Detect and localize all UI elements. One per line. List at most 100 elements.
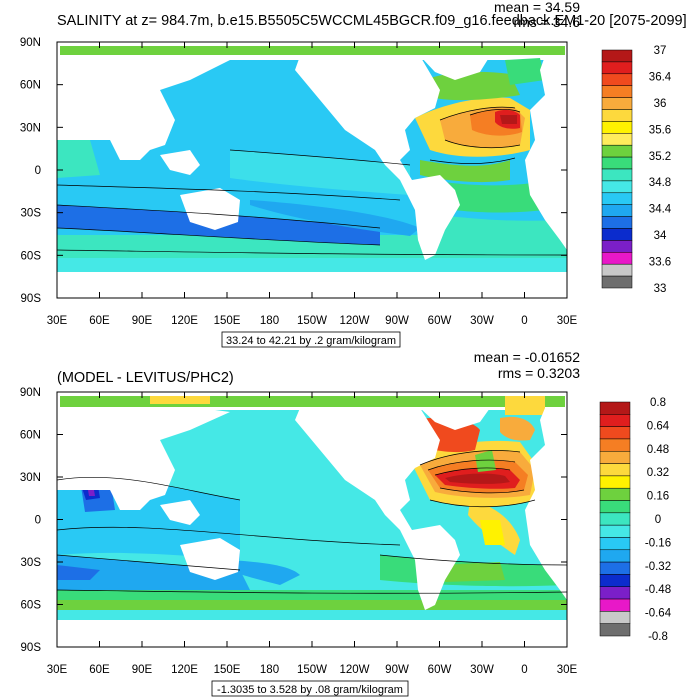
x-tick-label: 180 bbox=[260, 664, 279, 676]
x-tick-label: 30W bbox=[470, 664, 494, 676]
y-tick-label: 30S bbox=[21, 208, 42, 220]
x-tick-label: 90E bbox=[132, 664, 153, 676]
y-tick-label: 90S bbox=[21, 293, 42, 305]
colorbar-swatch bbox=[601, 275, 633, 289]
panel-2-y-axis: 90N 60N 30N 0 30S 60S 90S bbox=[20, 387, 567, 654]
x-tick-label: 90W bbox=[385, 315, 409, 327]
panel-1-x-axis: 30E 60E 90E 120E 150E 180 150W 120W 90W 60W 30W 0 30… bbox=[47, 42, 578, 327]
colorbar-swatch bbox=[601, 156, 633, 170]
colorbar-label: 33 bbox=[654, 283, 667, 295]
colorbar-label: 34 bbox=[654, 230, 667, 242]
colorbar-label: 37 bbox=[654, 45, 667, 57]
y-tick-label: 0 bbox=[35, 515, 41, 527]
colorbar-label: 35.6 bbox=[649, 124, 671, 136]
panel-1: SALINITY at z= 984.7m, b.e15.B5505C5WCCM… bbox=[20, 0, 687, 348]
colorbar-swatch bbox=[599, 500, 631, 514]
panel-1-rms: rms = 34.6 bbox=[513, 14, 580, 30]
colorbar-swatch bbox=[601, 192, 633, 205]
y-tick-label: 0 bbox=[35, 165, 41, 177]
x-tick-label: 60E bbox=[89, 315, 110, 327]
panel-2-mean: mean = -0.01652 bbox=[474, 349, 580, 365]
x-tick-label: 120W bbox=[339, 664, 369, 676]
colorbar-swatch bbox=[601, 121, 633, 134]
panel-1-map bbox=[57, 42, 567, 298]
colorbar-swatch bbox=[601, 85, 633, 98]
colorbar-label: 0 bbox=[655, 514, 661, 526]
colorbar-swatch bbox=[599, 451, 631, 464]
panel-1-y-axis: 90N 60N 30N 0 30S 60S 90S bbox=[20, 37, 567, 305]
colorbar-swatch bbox=[601, 109, 633, 122]
x-tick-label: 150E bbox=[214, 664, 241, 676]
x-tick-label: 30E bbox=[557, 315, 578, 327]
x-tick-label: 60W bbox=[428, 664, 452, 676]
colorbar-swatch bbox=[599, 438, 631, 452]
panel-2-contours bbox=[57, 450, 567, 594]
panel-1-mean: mean = 34.59 bbox=[494, 0, 580, 15]
colorbar-label: 0.48 bbox=[647, 444, 669, 456]
colorbar-swatch bbox=[601, 240, 633, 253]
x-tick-label: 0 bbox=[521, 315, 527, 327]
x-tick-label: 120E bbox=[171, 315, 198, 327]
panel-1-contours bbox=[57, 106, 567, 256]
panel-1-range-box bbox=[221, 331, 401, 348]
panel-2-title: (MODEL - LEVITUS/PHC2) bbox=[57, 370, 234, 386]
colorbar-label: 36 bbox=[654, 98, 667, 110]
colorbar-label: 0.16 bbox=[647, 491, 669, 503]
panel-2: (MODEL - LEVITUS/PHC2) mean = -0.01652 r… bbox=[20, 349, 672, 697]
colorbar-swatch bbox=[599, 598, 631, 612]
colorbar-swatch bbox=[599, 611, 631, 624]
colorbar-label: -0.16 bbox=[645, 537, 671, 549]
x-tick-label: 60W bbox=[428, 315, 452, 327]
panel-2-range-label: -1.3035 to 3.528 by .08 gram/kilogram bbox=[217, 684, 403, 696]
y-tick-label: 60N bbox=[20, 430, 41, 442]
colorbar-swatch bbox=[601, 61, 633, 75]
colorbar-swatch bbox=[599, 524, 631, 538]
colorbar-swatch bbox=[599, 487, 631, 501]
panel-1-range-label: 33.24 to 42.21 by .2 gram/kilogram bbox=[226, 335, 396, 347]
colorbar-swatch bbox=[599, 586, 631, 600]
x-tick-label: 60E bbox=[89, 664, 110, 676]
x-tick-label: 150W bbox=[297, 315, 327, 327]
y-tick-label: 90S bbox=[21, 642, 42, 654]
colorbar-label: 33.6 bbox=[649, 257, 671, 269]
colorbar-swatch bbox=[601, 252, 633, 265]
colorbar-swatch bbox=[601, 144, 633, 158]
panel-1-land bbox=[57, 56, 567, 298]
x-tick-label: 120W bbox=[339, 315, 369, 327]
x-tick-label: 30E bbox=[47, 664, 68, 676]
colorbar-label: -0.32 bbox=[645, 561, 671, 573]
panel-2-range-box bbox=[211, 680, 409, 697]
colorbar-label: 0.8 bbox=[650, 397, 666, 409]
colorbar-label: 36.4 bbox=[649, 71, 672, 83]
colorbar-label: 0.32 bbox=[647, 467, 669, 479]
colorbar-swatch bbox=[599, 426, 631, 440]
y-tick-label: 60N bbox=[20, 80, 41, 92]
panel-1-colorbar: 37 36.4 36 35.6 35.2 34.8 34.4 34 33.6 33 bbox=[601, 45, 672, 295]
panel-2-map bbox=[57, 392, 567, 647]
colorbar-swatch bbox=[601, 73, 633, 86]
colorbar-swatch bbox=[601, 49, 633, 63]
y-tick-label: 60S bbox=[21, 600, 42, 612]
x-tick-label: 180 bbox=[260, 315, 279, 327]
colorbar-swatch bbox=[599, 574, 631, 587]
colorbar-label: 0.64 bbox=[647, 420, 670, 432]
panel-2-x-axis: 30E 60E 90E 120E 150E 180 150W 120W 90W 60W 30W 0 30… bbox=[47, 392, 578, 676]
colorbar-swatch bbox=[601, 168, 633, 182]
y-tick-label: 90N bbox=[20, 387, 41, 399]
x-tick-label: 150E bbox=[214, 315, 241, 327]
colorbar-swatch bbox=[601, 204, 633, 217]
colorbar-swatch bbox=[601, 97, 633, 110]
y-tick-label: 90N bbox=[20, 37, 41, 49]
colorbar-label: -0.64 bbox=[645, 608, 672, 620]
colorbar-swatch bbox=[601, 133, 633, 146]
colorbar-label: 34.4 bbox=[649, 204, 672, 216]
colorbar-swatch bbox=[599, 561, 631, 575]
colorbar-label: 35.2 bbox=[649, 151, 671, 163]
panel-1-title: SALINITY at z= 984.7m, b.e15.B5505C5WCCM… bbox=[57, 13, 687, 29]
x-tick-label: 30E bbox=[47, 315, 68, 327]
panel-2-colorbar: 0.8 0.64 0.48 0.32 0.16 0 -0.16 -0.32 -0.48 -0.64… bbox=[599, 397, 672, 643]
colorbar-swatch bbox=[599, 463, 631, 477]
y-tick-label: 30N bbox=[20, 122, 41, 134]
x-tick-label: 0 bbox=[521, 664, 527, 676]
